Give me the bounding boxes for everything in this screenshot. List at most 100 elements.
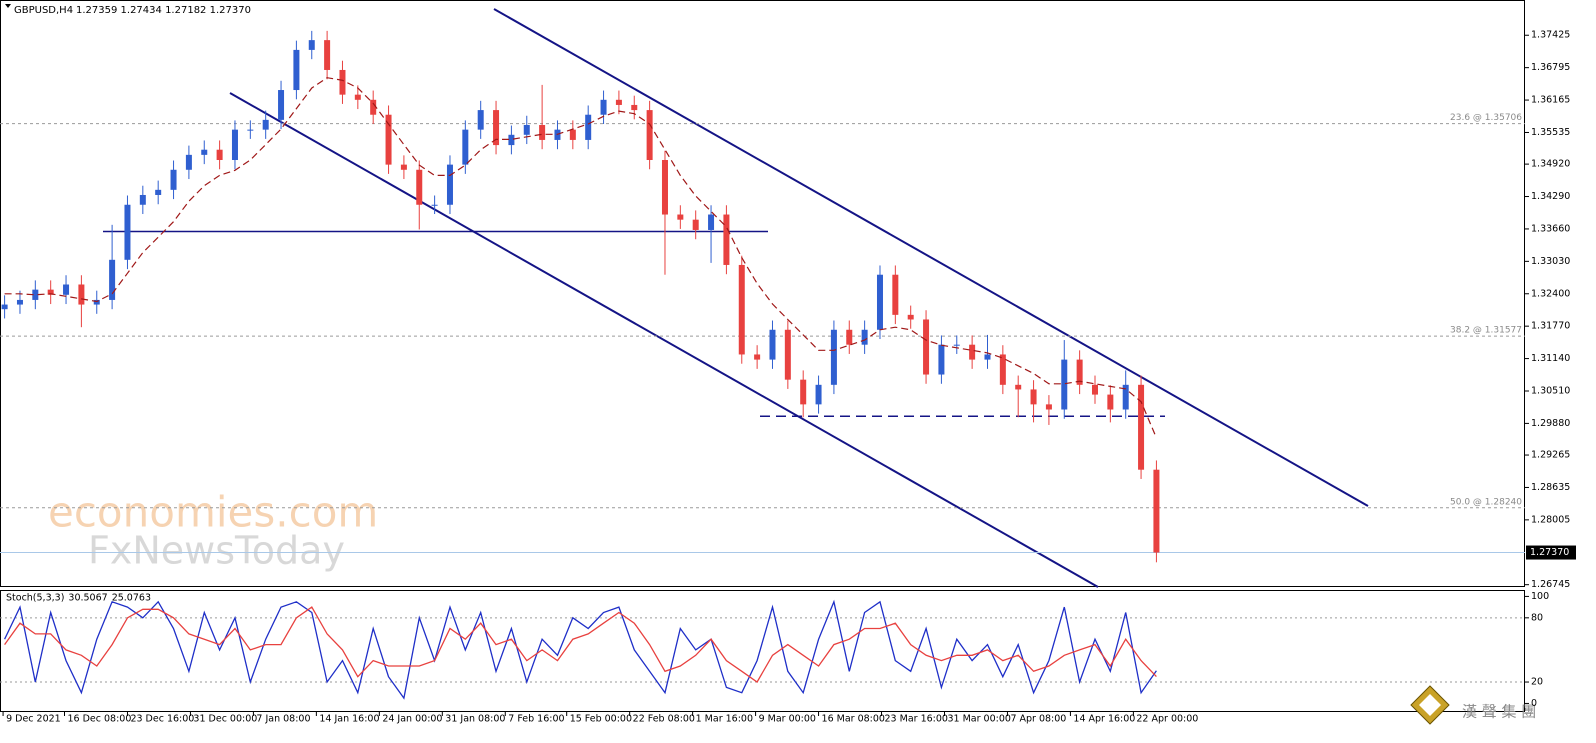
candle-body xyxy=(247,129,254,131)
x-tick-label: 16 Mar 08:00 xyxy=(822,714,885,725)
y-tick-label: 1.32400 xyxy=(1531,288,1570,299)
x-tick-label: 1 Mar 16:00 xyxy=(696,714,753,725)
watermark-text: FxNewsToday xyxy=(88,529,345,573)
y-tick-label: 1.33030 xyxy=(1531,256,1570,267)
x-tick-label: 24 Jan 00:00 xyxy=(382,714,442,725)
candle-body xyxy=(1015,384,1022,390)
candle-body xyxy=(63,284,70,295)
candle-body xyxy=(539,125,546,140)
y-tick-label: 0 xyxy=(1531,698,1537,709)
y-tick-label: 1.28635 xyxy=(1531,482,1570,493)
y-tick-label: 1.26745 xyxy=(1531,579,1570,590)
candle-body xyxy=(446,164,453,205)
watermark-text: economies.com xyxy=(48,488,378,537)
candle-body xyxy=(293,49,300,91)
x-tick-label: 31 Jan 08:00 xyxy=(445,714,505,725)
x-tick-label: 9 Dec 2021 xyxy=(6,714,61,725)
candle-body xyxy=(93,299,100,305)
x-tick-label: 22 Apr 00:00 xyxy=(1136,714,1198,725)
candle-body xyxy=(738,264,745,355)
candle-body xyxy=(416,169,423,205)
x-tick-label: 31 Mar 00:00 xyxy=(947,714,1010,725)
y-tick-label: 1.34920 xyxy=(1531,159,1570,170)
x-tick-label: 14 Apr 16:00 xyxy=(1073,714,1135,725)
candle-body xyxy=(1138,384,1145,470)
indicator-title: Stoch(5,3,3) xyxy=(6,593,64,604)
candle-body xyxy=(170,169,177,190)
y-tick-label: 1.30510 xyxy=(1531,385,1570,396)
x-tick-label: 15 Feb 00:00 xyxy=(570,714,632,725)
candle-body xyxy=(907,314,914,320)
y-tick-label: 1.36165 xyxy=(1531,95,1570,106)
candle-body xyxy=(1153,469,1160,553)
candle-body xyxy=(1030,389,1037,405)
x-tick-label: 7 Jan 08:00 xyxy=(256,714,310,725)
candle-body xyxy=(262,119,269,130)
candle-body xyxy=(1,304,8,310)
candle-body xyxy=(1107,394,1114,410)
candle-body xyxy=(569,129,576,140)
logo-text: 漢 聲 集 團 xyxy=(1462,703,1536,721)
fib-label: 50.0 @ 1.28240 xyxy=(1450,497,1522,507)
x-tick-label: 23 Dec 16:00 xyxy=(130,714,194,725)
candle-body xyxy=(185,154,192,170)
candle-body xyxy=(1091,384,1098,395)
symbol-title: GBPUSD,H4 xyxy=(14,5,73,16)
candle-body xyxy=(462,129,469,165)
candle-body xyxy=(876,274,883,330)
indicator-value: 30.5067 xyxy=(68,593,107,604)
candle-body xyxy=(846,329,853,345)
stoch-panel-border xyxy=(0,590,1525,712)
candle-body xyxy=(278,90,285,120)
candle-body xyxy=(708,214,715,230)
candle-body xyxy=(631,104,638,111)
candle-body xyxy=(477,110,484,130)
candle-body xyxy=(370,99,377,115)
x-tick-label: 7 Feb 16:00 xyxy=(508,714,564,725)
candle-body xyxy=(923,319,930,375)
current-price-box xyxy=(1526,545,1576,560)
candle-body xyxy=(984,354,991,360)
candle-body xyxy=(32,289,39,300)
channel-lower-line xyxy=(229,92,1099,588)
candle-body xyxy=(953,344,960,346)
x-tick-label: 9 Mar 00:00 xyxy=(759,714,816,725)
current-price-label: 1.27370 xyxy=(1530,547,1569,558)
candle-body xyxy=(78,284,85,305)
stoch-line xyxy=(4,599,1157,700)
y-tick-label: 1.33660 xyxy=(1531,223,1570,234)
candle-body xyxy=(109,259,116,300)
candle-body xyxy=(615,99,622,105)
x-tick-label: 22 Feb 08:00 xyxy=(633,714,695,725)
candle-body xyxy=(431,204,438,206)
x-tick-label: 31 Dec 00:00 xyxy=(193,714,257,725)
candle-body xyxy=(969,344,976,360)
candle-body xyxy=(1122,384,1129,410)
candle-body xyxy=(677,214,684,220)
candle-body xyxy=(201,149,208,155)
candle-body xyxy=(769,329,776,360)
menu-triangle[interactable] xyxy=(5,4,11,8)
candle-body xyxy=(585,114,592,140)
candle-body xyxy=(231,129,238,160)
y-tick-label: 20 xyxy=(1531,677,1543,688)
candle-body xyxy=(692,219,699,230)
candle-body xyxy=(754,354,761,360)
y-tick-label: 80 xyxy=(1531,612,1543,623)
y-tick-label: 1.36795 xyxy=(1531,62,1570,73)
candle-body xyxy=(646,110,653,160)
y-tick-label: 1.34290 xyxy=(1531,191,1570,202)
indicator-value: 25.0763 xyxy=(112,593,151,604)
logo xyxy=(1410,685,1450,725)
candle-body xyxy=(999,354,1006,385)
y-tick-label: 1.29265 xyxy=(1531,450,1570,461)
y-tick-label: 1.28005 xyxy=(1531,514,1570,525)
y-tick-label: 1.35535 xyxy=(1531,127,1570,138)
candle-body xyxy=(493,110,500,146)
y-tick-label: 1.31770 xyxy=(1531,321,1570,332)
candle-body xyxy=(339,69,346,95)
candle-body xyxy=(784,329,791,380)
x-tick-label: 23 Mar 16:00 xyxy=(885,714,948,725)
moving-average xyxy=(4,77,1157,439)
